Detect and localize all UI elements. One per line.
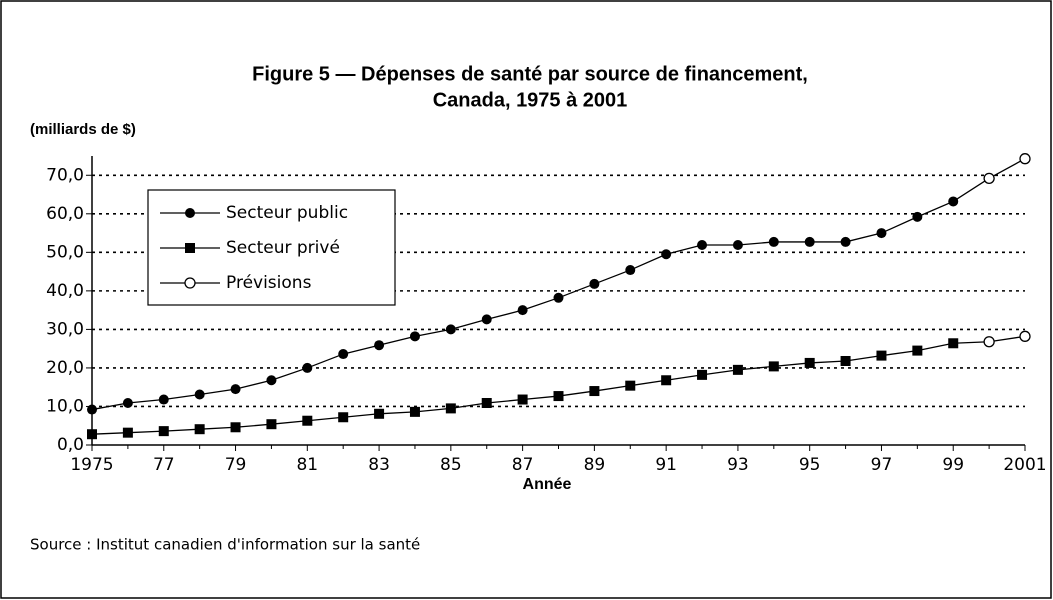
y-tick-label: 30,0 xyxy=(46,319,84,339)
marker-circle xyxy=(876,228,887,239)
marker-circle xyxy=(185,208,195,218)
marker-circle xyxy=(553,292,564,303)
marker-circle xyxy=(230,384,241,395)
marker-square xyxy=(338,412,349,423)
marker-square xyxy=(840,355,851,366)
marker-open-circle xyxy=(184,277,196,289)
marker-circle xyxy=(517,305,528,316)
marker-square xyxy=(912,345,923,356)
marker-circle xyxy=(338,349,349,360)
marker-circle xyxy=(732,240,743,251)
marker-square xyxy=(230,422,241,433)
marker-circle xyxy=(625,265,636,276)
marker-square xyxy=(194,424,205,435)
x-tick-label: 97 xyxy=(871,455,893,475)
marker-open-circle xyxy=(983,336,995,348)
x-tick-label: 83 xyxy=(368,455,390,475)
marker-circle xyxy=(589,278,600,289)
x-tick-label: 93 xyxy=(727,455,749,475)
x-tick-label: 79 xyxy=(225,455,247,475)
marker-square xyxy=(517,394,528,405)
marker-circle xyxy=(840,236,851,247)
marker-square xyxy=(266,419,277,430)
y-tick-label: 10,0 xyxy=(46,396,84,416)
source-note: Source : Institut canadien d'information… xyxy=(30,536,420,554)
marker-circle xyxy=(302,362,313,373)
marker-square xyxy=(409,406,420,417)
marker-square xyxy=(768,361,779,372)
marker-square xyxy=(589,386,600,397)
marker-square xyxy=(374,408,385,419)
marker-open-circle xyxy=(1019,153,1031,165)
marker-square xyxy=(553,391,564,402)
chart-title: Figure 5 — Dépenses de santé par source … xyxy=(252,63,808,85)
marker-circle xyxy=(912,211,923,222)
marker-circle xyxy=(87,404,97,415)
x-tick-label: 1975 xyxy=(70,455,113,475)
x-tick-label: 87 xyxy=(512,455,534,475)
marker-circle xyxy=(661,249,672,260)
marker-circle xyxy=(122,397,133,408)
marker-square xyxy=(445,403,456,414)
marker-open-circle xyxy=(1019,330,1031,342)
marker-square xyxy=(302,415,313,426)
marker-circle xyxy=(374,340,385,351)
x-tick-label: 85 xyxy=(440,455,462,475)
x-tick-label: 77 xyxy=(153,455,175,475)
legend-label: Secteur public xyxy=(226,203,348,223)
marker-square xyxy=(122,427,133,438)
marker-circle xyxy=(948,196,959,207)
marker-square xyxy=(185,243,195,253)
marker-circle xyxy=(266,375,277,386)
marker-square xyxy=(661,375,672,386)
chart-subtitle: Canada, 1975 à 2001 xyxy=(433,89,628,111)
marker-square xyxy=(948,338,959,349)
y-tick-label: 20,0 xyxy=(46,358,84,378)
legend-label: Secteur privé xyxy=(226,238,340,258)
marker-square xyxy=(804,357,815,368)
marker-square xyxy=(625,380,636,391)
marker-circle xyxy=(158,394,169,405)
marker-circle xyxy=(804,236,815,247)
legend-label: Prévisions xyxy=(226,273,312,293)
y-tick-label: 50,0 xyxy=(46,242,84,262)
marker-circle xyxy=(768,236,779,247)
marker-square xyxy=(876,350,887,361)
x-tick-label: 2001 xyxy=(1003,455,1046,475)
x-tick-label: 81 xyxy=(296,455,318,475)
marker-circle xyxy=(194,389,205,400)
y-tick-label: 40,0 xyxy=(46,281,84,301)
marker-circle xyxy=(697,240,708,251)
marker-circle xyxy=(481,314,492,325)
marker-square xyxy=(732,364,743,375)
marker-square xyxy=(481,397,492,408)
y-tick-label: 60,0 xyxy=(46,204,84,224)
x-tick-label: 91 xyxy=(655,455,677,475)
marker-square xyxy=(87,429,97,440)
y-tick-label: 70,0 xyxy=(46,165,84,185)
marker-square xyxy=(158,426,169,437)
x-axis-title: Année xyxy=(523,476,572,493)
marker-circle xyxy=(409,331,420,342)
marker-circle xyxy=(445,324,456,335)
marker-open-circle xyxy=(983,172,995,184)
y-axis-title: (milliards de $) xyxy=(30,121,136,138)
x-tick-label: 89 xyxy=(584,455,606,475)
x-tick-label: 95 xyxy=(799,455,821,475)
marker-square xyxy=(697,369,708,380)
y-tick-label: 0,0 xyxy=(57,435,84,455)
x-tick-label: 99 xyxy=(942,455,964,475)
